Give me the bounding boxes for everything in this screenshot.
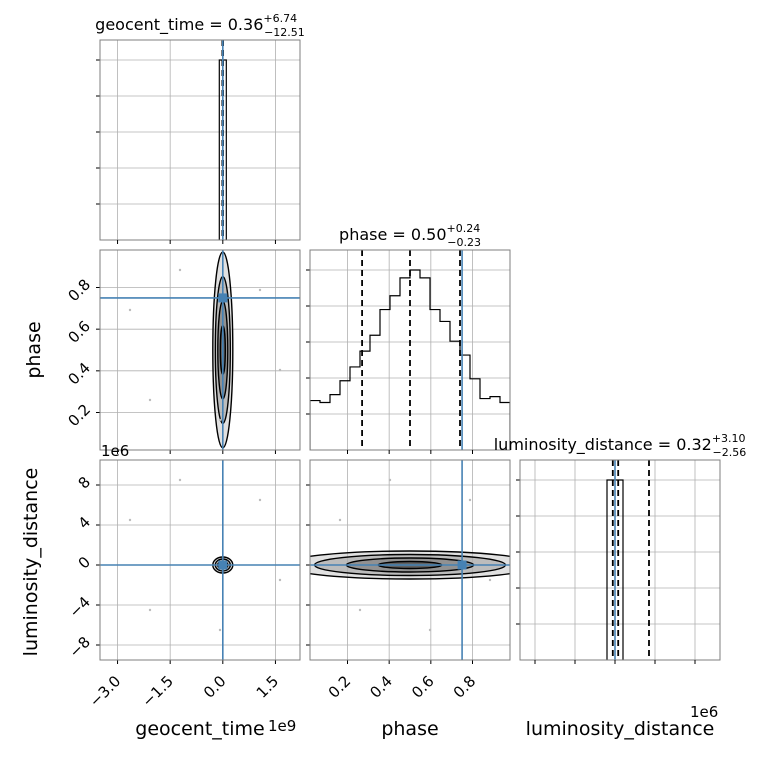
sample-point: [278, 368, 282, 372]
sample-point: [178, 268, 182, 272]
y-axis-label-luminosity_distance: luminosity_distance: [20, 468, 42, 657]
sample-point: [388, 478, 392, 482]
y-tick-label: −4: [66, 593, 94, 621]
truth-marker: [457, 560, 467, 570]
sample-point: [428, 628, 432, 632]
sample-point: [338, 518, 342, 522]
sample-point: [218, 418, 222, 422]
x-axis-label-geocent_time: geocent_time: [135, 718, 264, 740]
title-plus: +3.10: [712, 432, 746, 445]
sample-point: [358, 608, 362, 612]
sample-point: [148, 608, 152, 612]
y-offset-luminosity_distance: 1e6: [101, 442, 129, 460]
sample-point: [278, 578, 282, 582]
sample-point: [128, 308, 132, 312]
y-axis-label-phase: phase: [23, 321, 45, 378]
x-axis-label-phase: phase: [381, 718, 438, 740]
x-tick-label: 0.4: [366, 672, 396, 702]
sample-point: [468, 498, 472, 502]
x-axis-label-luminosity_distance: luminosity_distance: [526, 718, 715, 740]
title-param: luminosity_distance: [494, 435, 653, 455]
sample-point: [178, 478, 182, 482]
truth-marker: [218, 293, 228, 303]
diag-frame-geocent_time: [99, 39, 301, 241]
panel-geocent_time-luminosity_distance: [100, 460, 300, 660]
title-value: 0.36: [228, 15, 264, 34]
sample-point: [128, 518, 132, 522]
panel-phase-luminosity_distance: [310, 460, 510, 660]
x-tick-label: 0.0: [200, 672, 230, 702]
title-param: geocent_time: [95, 15, 204, 35]
title-eq: =: [204, 15, 228, 34]
truth-marker: [218, 560, 228, 570]
x-tick-label: −3.0: [86, 672, 124, 710]
y-tick-label: 0: [75, 553, 94, 572]
y-tick-label: 0.8: [64, 275, 94, 305]
x-tick-label: 0.2: [325, 672, 355, 702]
sample-point: [258, 288, 262, 292]
diag-frame-luminosity_distance: [519, 459, 721, 661]
title-geocent_time: geocent_time = 0.36+6.74 −12.51: [95, 12, 305, 39]
y-tick-label: −8: [66, 633, 94, 661]
y-tick-label: 4: [75, 513, 94, 532]
title-minus: −0.23: [447, 236, 481, 249]
y-tick-label: 8: [75, 473, 94, 492]
title-plus: +0.24: [447, 222, 481, 235]
panel-phase-phase: [310, 250, 510, 450]
x-tick-label: 0.8: [450, 672, 480, 702]
title-value: 0.32: [676, 435, 712, 454]
y-tick-label: 0.2: [64, 400, 94, 430]
title-minus: −12.51: [264, 26, 305, 39]
x-tick-label: 1.5: [253, 672, 283, 702]
frame-geocent_time-luminosity_distance: [99, 459, 301, 661]
title-minus: −2.56: [713, 446, 747, 459]
sample-point: [218, 628, 222, 632]
y-tick-label: 0.4: [64, 359, 94, 389]
title-value: 0.50: [411, 225, 447, 244]
title-plus: +6.74: [263, 12, 297, 25]
sample-point: [258, 498, 262, 502]
y-tick-label: 0.6: [64, 317, 94, 347]
x-tick-label: −1.5: [139, 672, 177, 710]
title-eq: =: [653, 435, 677, 454]
x-offset-luminosity_distance: 1e6: [690, 703, 718, 721]
panel-geocent_time-phase: [100, 250, 300, 450]
frame-phase-luminosity_distance: [309, 459, 511, 661]
sample-point: [488, 578, 492, 582]
panel-luminosity_distance-luminosity_distance: [520, 460, 720, 660]
x-tick-label: 0.6: [408, 672, 438, 702]
title-param: phase: [339, 225, 387, 244]
x-offset-geocent_time: 1e9: [268, 717, 296, 735]
title-phase: phase = 0.50+0.24 −0.23: [339, 222, 481, 249]
title-luminosity_distance: luminosity_distance = 0.32+3.10 −2.56: [494, 432, 747, 459]
panel-geocent_time-geocent_time: [100, 40, 300, 240]
frame-geocent_time-phase: [99, 249, 301, 451]
diag-frame-phase: [309, 249, 511, 451]
sample-point: [148, 398, 152, 402]
title-eq: =: [387, 225, 411, 244]
